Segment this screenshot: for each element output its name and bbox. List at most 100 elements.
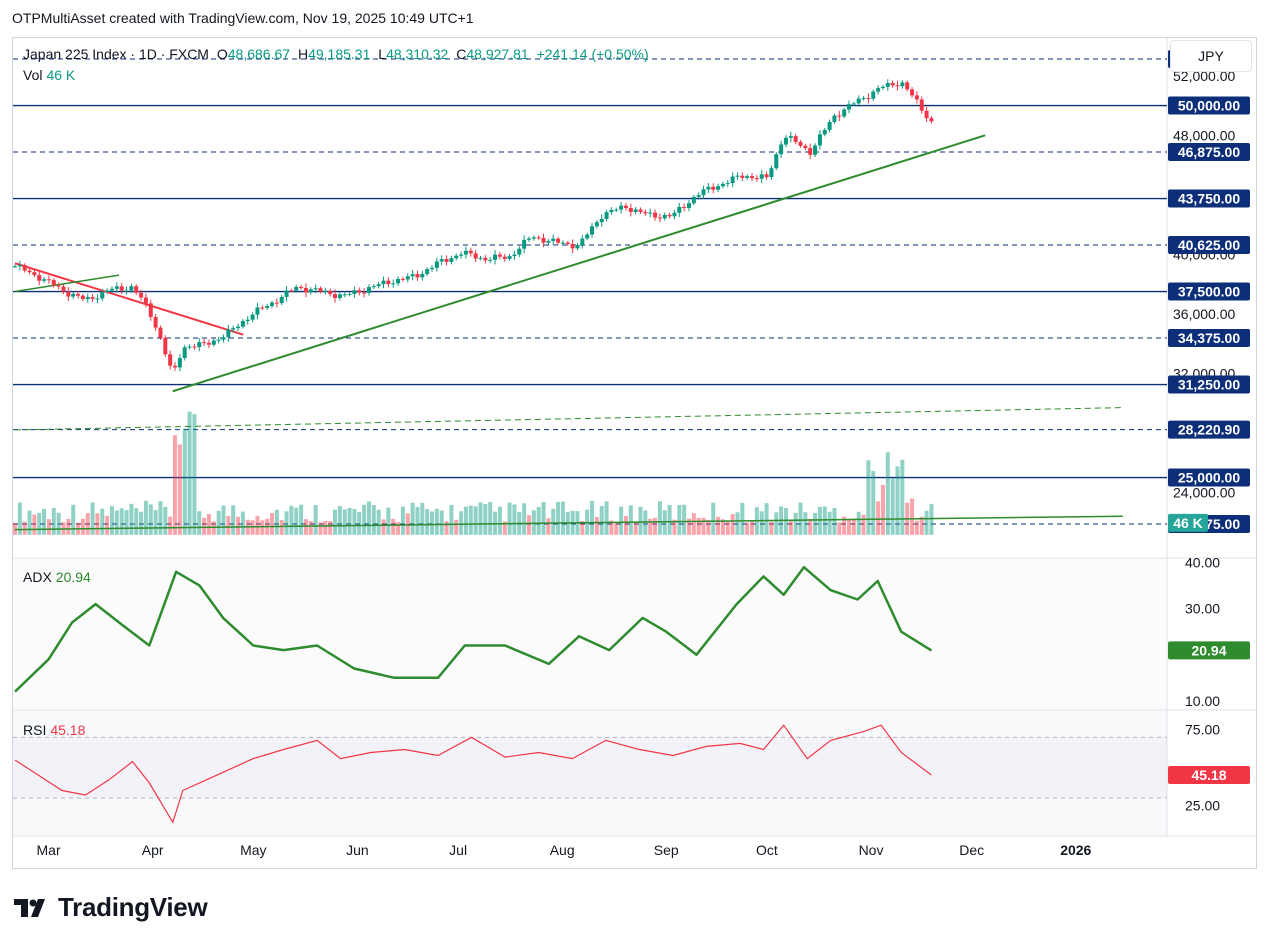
candle-body: [672, 212, 677, 217]
trendline-early-channel: [14, 274, 120, 293]
volume-bar: [628, 505, 633, 535]
volume-bar: [425, 509, 430, 535]
candle-body: [158, 327, 163, 338]
change-value: +241.14 (+0.50%): [536, 46, 649, 62]
level-badge: [1168, 375, 1250, 394]
volume-bar: [182, 428, 187, 535]
volume-bar: [308, 521, 313, 535]
volume-bar: [488, 502, 493, 535]
candle-body: [643, 211, 648, 214]
volume-bar: [851, 518, 856, 535]
tradingview-logo[interactable]: TradingView: [14, 892, 208, 923]
volume-label[interactable]: Vol: [23, 67, 43, 83]
candle-body: [100, 291, 105, 299]
volume-bar: [507, 502, 512, 535]
candle-body: [580, 238, 585, 245]
candle-body: [662, 214, 667, 219]
volume-bar: [221, 505, 226, 535]
volume-bar: [619, 506, 624, 535]
volume-bar: [90, 502, 95, 535]
volume-bar: [27, 510, 32, 535]
level-badge-label: 37,500.00: [1178, 284, 1240, 300]
candle-body: [924, 110, 929, 119]
volume-bar: [236, 516, 241, 535]
volume-bar: [177, 444, 182, 535]
candle-body: [502, 256, 507, 259]
volume-bar: [832, 508, 837, 535]
candle-body: [284, 290, 289, 297]
volume-bar: [231, 505, 236, 535]
symbol-label[interactable]: Japan 225 Index · 1D · FXCM: [23, 46, 209, 62]
candle-body: [570, 244, 575, 249]
volume-bar: [22, 521, 27, 535]
trendline-downtrend: [14, 262, 244, 336]
rsi-label[interactable]: RSI: [23, 722, 47, 738]
price-axis-tick: 48,000.00: [1173, 127, 1235, 143]
candle-body: [696, 195, 701, 197]
time-axis-tick: Apr: [142, 842, 164, 858]
candle-body: [139, 292, 144, 298]
volume-bar: [439, 510, 444, 535]
volume-bar: [415, 506, 420, 535]
volume-bar: [526, 515, 531, 535]
candle-body: [279, 296, 284, 304]
candle-body: [269, 302, 274, 307]
volume-bar: [376, 509, 381, 535]
volume-bar: [42, 509, 47, 535]
volume-bar: [46, 519, 51, 535]
candle-body: [803, 145, 808, 149]
volume-bar: [808, 518, 813, 535]
volume-bar: [303, 519, 308, 535]
candle-body: [206, 342, 211, 345]
volume-bar: [764, 503, 769, 535]
time-axis-tick: Sep: [654, 842, 679, 858]
candle-body: [42, 279, 47, 281]
volume-bar: [168, 516, 173, 535]
close-value: 48,927.81: [466, 46, 529, 62]
adx-label[interactable]: ADX: [23, 569, 52, 585]
candle-body: [342, 294, 347, 296]
candle-body: [439, 259, 444, 262]
candle-body: [245, 319, 250, 322]
volume-bar: [173, 435, 178, 535]
candle-body: [376, 284, 381, 287]
candle-body: [861, 98, 866, 100]
candle-body: [396, 278, 401, 284]
volume-bar: [560, 501, 565, 535]
rsi-value: 45.18: [50, 722, 86, 738]
candle-body: [919, 99, 924, 111]
candle-body: [13, 266, 17, 268]
candle-body: [808, 148, 813, 155]
chart-attribution: OTPMultiAsset created with TradingView.c…: [12, 10, 474, 26]
candle-body: [798, 141, 803, 146]
candle-body: [910, 89, 915, 96]
chart-frame[interactable]: 52,000.00 48,000.00 40,000.00 36,000.00 32,0…: [12, 37, 1257, 869]
volume-bar: [284, 511, 289, 535]
candle-body: [109, 288, 114, 291]
currency-button[interactable]: JPY: [1170, 40, 1252, 72]
chart-canvas[interactable]: 52,000.0048,000.0040,000.0036,000.0032,0…: [13, 38, 1257, 869]
volume-bar: [352, 508, 357, 535]
candle-body: [788, 136, 793, 138]
candle-body: [459, 254, 464, 256]
candle-body: [318, 288, 323, 292]
candle-body: [842, 109, 847, 117]
level-badge-label: 25,000.00: [1178, 470, 1240, 486]
volume-bar: [657, 501, 662, 535]
volume-bar: [745, 522, 750, 535]
rsi-axis-tick: 25.00: [1185, 798, 1220, 814]
volume-bar: [580, 520, 585, 535]
volume-bar: [124, 510, 129, 535]
volume-bar: [473, 506, 478, 535]
volume-bar: [197, 511, 202, 535]
volume-bar: [139, 511, 144, 535]
tradingview-logo-icon: [14, 898, 45, 917]
candle-body: [725, 183, 730, 185]
volume-bar: [483, 504, 488, 535]
candle-body: [168, 354, 173, 366]
volume-bar: [788, 520, 793, 535]
volume-bar: [871, 471, 876, 535]
candle-body: [362, 292, 367, 294]
candle-body: [240, 321, 245, 327]
candle-body: [366, 287, 371, 293]
